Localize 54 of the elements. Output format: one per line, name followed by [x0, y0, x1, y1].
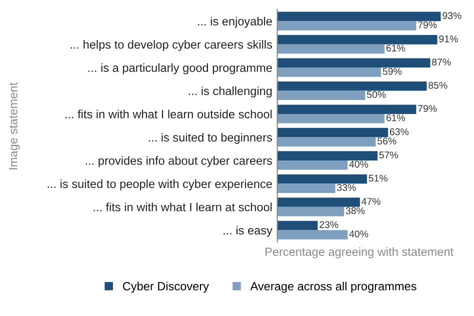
bar	[277, 128, 388, 138]
bar	[277, 230, 348, 240]
data-label: 50%	[366, 91, 386, 98]
y-tick-label: ... is suited to people with cyber experience	[48, 179, 272, 190]
y-axis-title: Image statement	[9, 82, 20, 170]
bar	[277, 160, 348, 170]
data-label: 59%	[382, 68, 402, 75]
x-axis-title: Percentage agreeing with statement	[266, 247, 454, 258]
bar	[277, 220, 318, 230]
bar	[277, 114, 385, 124]
data-label: 56%	[378, 138, 396, 144]
y-tick-label: ... is a particularly good programme	[88, 63, 272, 74]
bar	[277, 12, 441, 22]
bar	[277, 81, 427, 91]
y-tick-label: ... is suited to beginners	[148, 132, 272, 144]
y-tick-label: ... fits in with what I learn at school	[94, 202, 272, 212]
y-tick-label: ... is enjoyable	[198, 16, 272, 28]
data-label: 51%	[368, 174, 388, 182]
legend-label: Cyber Discovery	[122, 282, 209, 293]
legend-label: Average across all programmes	[250, 282, 416, 293]
y-tick-label: ... is challenging	[188, 86, 272, 98]
data-label: 87%	[432, 58, 451, 66]
y-tick-label: ... fits in with what I learn outside school	[66, 110, 272, 118]
bar	[277, 184, 336, 193]
data-label: 61%	[386, 44, 406, 52]
data-label: 38%	[346, 207, 365, 214]
data-label: 40%	[349, 160, 368, 168]
bar	[277, 151, 378, 160]
data-label: 47%	[362, 198, 380, 205]
data-label: 61%	[386, 114, 406, 122]
data-label: 63%	[390, 128, 409, 136]
data-label: 79%	[418, 21, 437, 28]
bar	[277, 35, 438, 44]
data-label: 33%	[337, 184, 356, 191]
y-tick-label: ... provides info about cyber careers	[86, 156, 272, 168]
data-label: 23%	[320, 221, 338, 228]
bar	[277, 137, 376, 147]
bar	[277, 104, 416, 114]
data-label: 91%	[439, 35, 458, 42]
bar	[277, 206, 344, 216]
bar	[277, 90, 366, 100]
bar	[277, 58, 430, 68]
bar	[277, 198, 360, 207]
bar	[277, 44, 385, 54]
y-tick-label: ... is easy	[224, 226, 272, 237]
data-label: 40%	[349, 230, 368, 238]
bar	[277, 174, 367, 184]
data-label: 93%	[442, 12, 462, 20]
bar	[277, 68, 382, 77]
data-label: 57%	[379, 152, 398, 158]
bar	[277, 21, 416, 30]
data-label: 79%	[418, 105, 437, 112]
data-label: 85%	[428, 82, 448, 89]
y-tick-label: ... helps to develop cyber careers skills	[70, 40, 272, 52]
